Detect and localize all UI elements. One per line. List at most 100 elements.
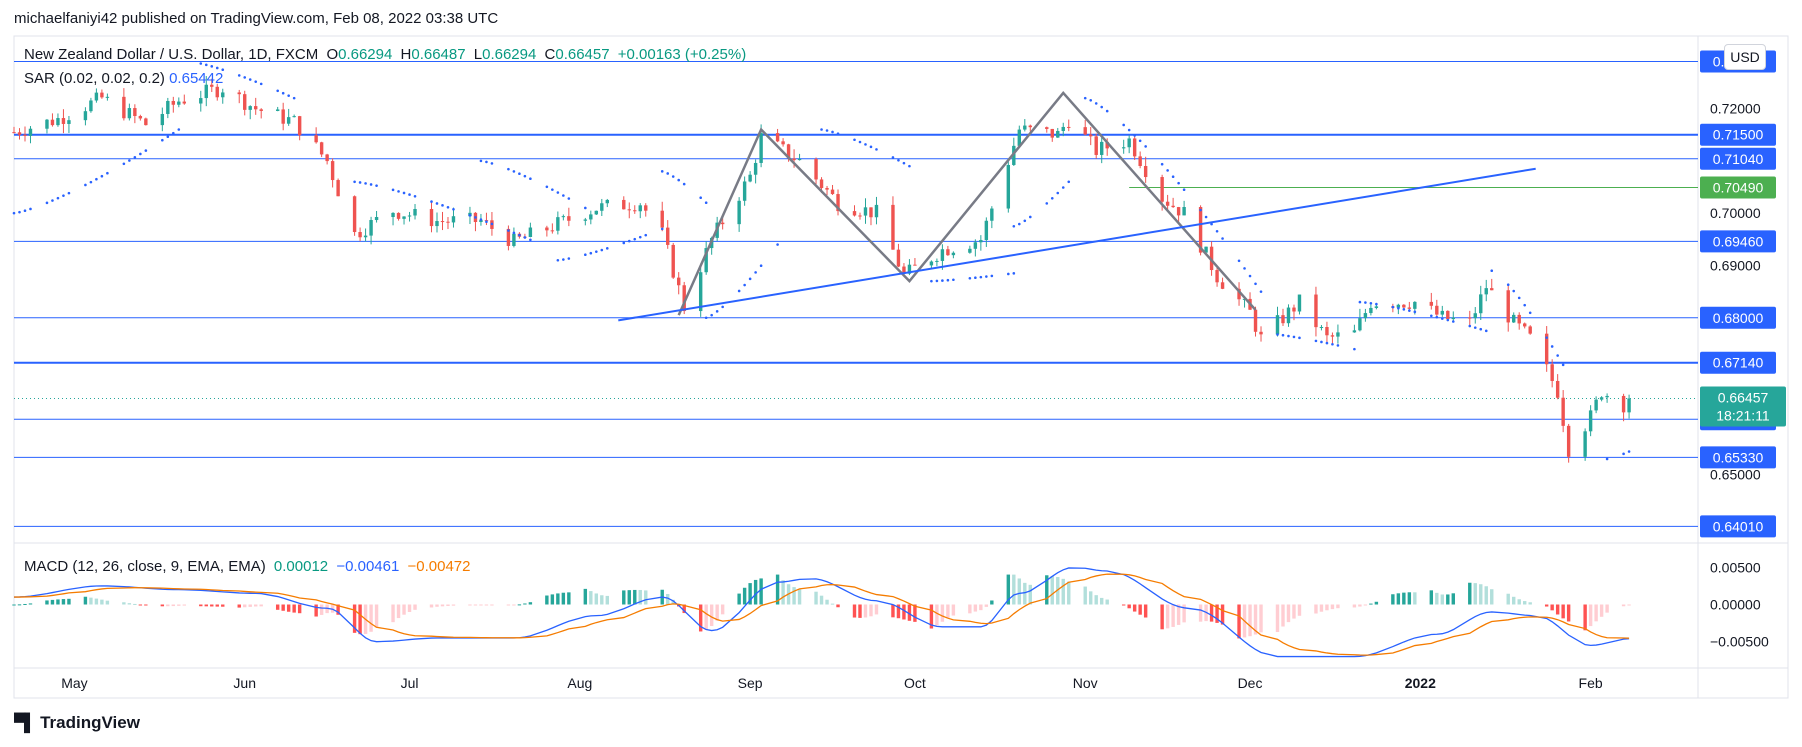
candle <box>127 103 132 121</box>
macd-hist-bar <box>506 604 511 606</box>
candle-body <box>830 189 835 195</box>
macd-hist-bar <box>1176 604 1181 625</box>
candle <box>1429 292 1434 310</box>
candle-body <box>1056 130 1060 138</box>
sar-dot <box>215 66 219 70</box>
macd-hist-bar <box>12 604 16 606</box>
level-axis-label: 0.71040 <box>1700 147 1776 170</box>
sar-dot <box>1138 139 1142 143</box>
sar-dot <box>831 130 834 134</box>
candle <box>1045 126 1049 133</box>
candle-body <box>1407 307 1412 309</box>
symbol-legend: New Zealand Dollar / U.S. Dollar, 1D, FX… <box>24 46 746 63</box>
macd-hist-bar <box>67 598 71 605</box>
candle-body <box>275 109 280 111</box>
candle <box>160 107 165 132</box>
candle <box>363 228 368 242</box>
sar-dot <box>710 313 713 317</box>
open-label: O <box>326 46 339 63</box>
sar-dot <box>1105 109 1109 113</box>
time-tick-label: Feb <box>1579 675 1603 691</box>
sar-legend[interactable]: SAR (0.02, 0.02, 0.2) 0.65442 <box>24 70 223 87</box>
sar-dot <box>759 264 763 268</box>
tradingview-logo[interactable]: ▀▌ TradingView <box>14 713 140 733</box>
sar-dot <box>199 62 203 65</box>
candle <box>1259 326 1263 342</box>
sar-dot <box>479 218 483 221</box>
macd-hist-bar <box>1061 578 1065 605</box>
macd-hist-bar <box>973 604 978 612</box>
sar-dot <box>952 278 955 282</box>
candle <box>396 212 401 221</box>
sar-dot <box>67 191 71 195</box>
candle <box>210 78 214 93</box>
candle-body <box>940 249 945 261</box>
candle <box>12 126 16 134</box>
candle <box>1621 393 1626 422</box>
macd-hist-bar <box>1138 604 1142 615</box>
sar-dot <box>891 156 895 159</box>
candle <box>863 198 868 224</box>
candle <box>896 243 901 268</box>
macd-hist-bar <box>852 604 857 618</box>
candle-body <box>100 92 104 98</box>
sar-dot <box>1556 354 1559 357</box>
candle <box>990 206 994 229</box>
sar-dot <box>825 129 829 132</box>
candle <box>660 201 664 232</box>
macd-hist-bar <box>1253 604 1258 635</box>
candle <box>1220 277 1225 290</box>
sar-dot <box>1243 267 1246 270</box>
macd-hist-bar <box>1083 586 1087 605</box>
sar-dot <box>529 238 532 242</box>
sar-dot <box>375 184 378 187</box>
macd-hist-bar <box>1484 586 1488 605</box>
sar-dot <box>627 239 631 243</box>
candle <box>1473 307 1477 324</box>
time-tick-label: Sep <box>738 675 763 691</box>
sar-dot <box>677 178 681 182</box>
sar-dot <box>1237 259 1241 263</box>
candle-body <box>325 154 329 162</box>
candle-body <box>1253 309 1258 332</box>
macd-hist-bar <box>1050 575 1054 605</box>
macd-hist-bar <box>792 587 796 605</box>
candle <box>698 263 703 317</box>
candle <box>243 90 247 116</box>
candle <box>1468 310 1472 327</box>
candle-body <box>122 96 126 119</box>
candle-body <box>1451 317 1455 320</box>
sar-dot <box>1083 96 1087 100</box>
time-tick-label: Dec <box>1238 675 1263 691</box>
candle-body <box>248 106 252 110</box>
candle <box>671 242 675 279</box>
candle-body <box>330 161 335 181</box>
macd-hist-bar <box>83 596 88 605</box>
sar-dot <box>1402 308 1406 311</box>
candle <box>446 217 450 230</box>
candle <box>144 117 148 126</box>
macd-hist-bar <box>1259 604 1263 633</box>
sar-dot <box>1523 303 1527 307</box>
macd-hist-bar <box>1468 582 1472 605</box>
macd-hist-bar <box>1544 604 1549 607</box>
candle <box>254 97 258 115</box>
currency-button[interactable]: USD <box>1724 44 1766 70</box>
sar-dot <box>353 180 356 184</box>
macd-hist-bar <box>1286 604 1291 623</box>
candle <box>1550 359 1554 388</box>
candle <box>1517 312 1521 330</box>
macd-hist-bar <box>1292 604 1296 619</box>
candle-body <box>1198 207 1203 253</box>
candle <box>605 198 609 208</box>
macd-hist-bar <box>1446 594 1450 605</box>
level-label-text: 0.67140 <box>1713 355 1764 371</box>
macd-legend[interactable]: MACD (12, 26, close, 9, EMA, EMA) 0.0001… <box>24 558 470 575</box>
sar-dot <box>292 96 296 100</box>
macd-hist-bar <box>407 604 412 612</box>
candle <box>1330 332 1335 345</box>
macd-hist-bar <box>638 589 642 605</box>
candle <box>1484 279 1488 302</box>
sar-dot <box>1276 333 1279 336</box>
